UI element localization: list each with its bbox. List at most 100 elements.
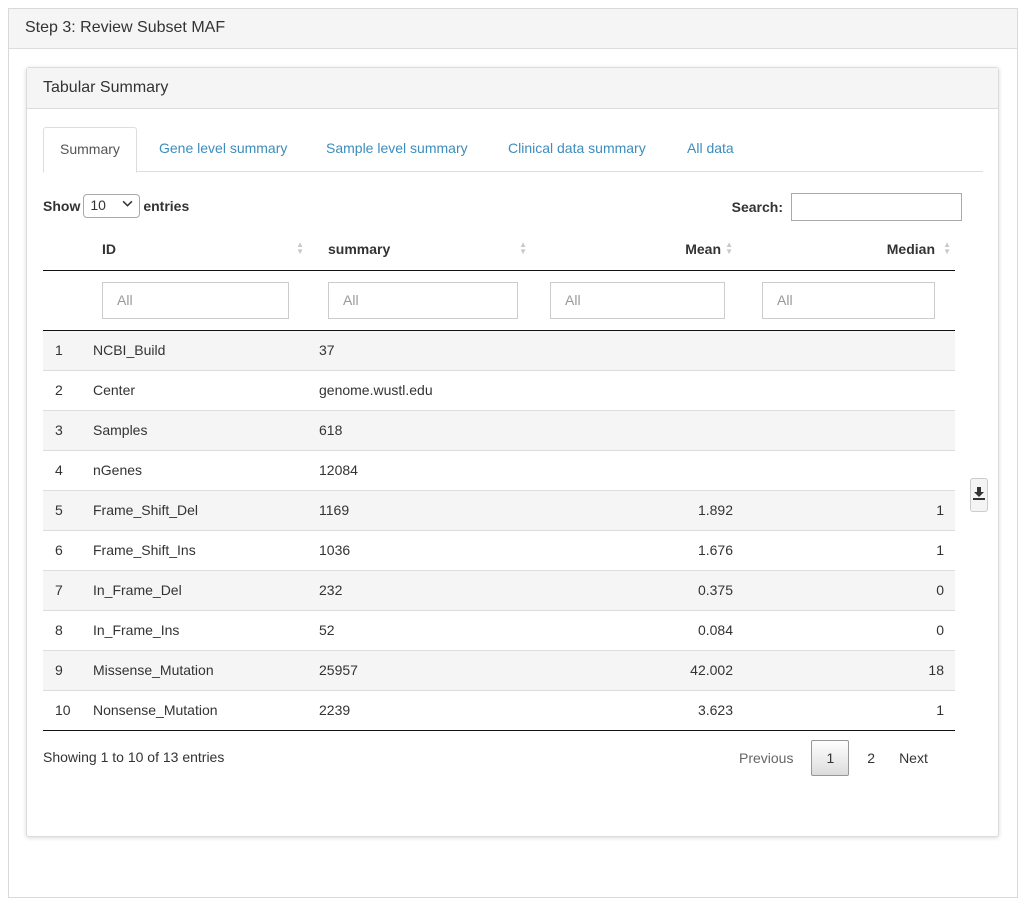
entries-label: entries [143, 198, 190, 214]
previous-button[interactable]: Previous [739, 750, 794, 766]
cell-id: In_Frame_Del [83, 569, 308, 610]
table-row[interactable]: 6 Frame_Shift_Ins 1036 1.676 1 [43, 529, 955, 570]
row-index: 3 [43, 409, 83, 450]
cell-summary: 52 [308, 609, 531, 650]
row-index: 2 [43, 369, 83, 410]
table-row[interactable]: 3 Samples 618 [43, 409, 955, 450]
page-2-button[interactable]: 2 [867, 750, 876, 766]
tab-gene-level-summary[interactable]: Gene level summary [159, 140, 288, 156]
header-index [43, 228, 83, 271]
search-area: Search: [732, 193, 962, 221]
cell-id: Frame_Shift_Del [83, 489, 308, 530]
row-index: 7 [43, 569, 83, 610]
filter-summary-input[interactable]: All [328, 281, 518, 319]
cell-median [743, 369, 955, 410]
summary-table: ID ▲ ▼ summary ▲ ▼ Mean ▲ ▼ Median ▲ ▼ [43, 228, 955, 731]
table-info: Showing 1 to 10 of 13 entries [43, 749, 225, 765]
sort-icon: ▲ ▼ [296, 240, 304, 256]
cell-summary: 232 [308, 569, 531, 610]
cell-summary: 12084 [308, 449, 531, 490]
filter-id-input[interactable]: All [102, 281, 289, 319]
tab-all-data[interactable]: All data [687, 140, 734, 156]
cell-id: Frame_Shift_Ins [83, 529, 308, 570]
cell-median: 0 [743, 609, 955, 650]
row-index: 4 [43, 449, 83, 490]
cell-summary: 618 [308, 409, 531, 450]
tabular-summary-panel: Tabular Summary Summary Gene level summa… [26, 67, 999, 837]
page-1-button[interactable]: 1 [811, 740, 850, 776]
sort-icon: ▲ ▼ [519, 240, 527, 256]
table-row[interactable]: 4 nGenes 12084 [43, 449, 955, 490]
cell-median: 1 [743, 689, 955, 731]
table-row[interactable]: 10 Nonsense_Mutation 2239 3.623 1 [43, 689, 955, 731]
next-button[interactable]: Next [899, 750, 928, 766]
cell-mean: 42.002 [531, 649, 743, 690]
header-median[interactable]: Median ▲ ▼ [743, 228, 955, 271]
table-row[interactable]: 9 Missense_Mutation 25957 42.002 18 [43, 649, 955, 690]
filter-median-input[interactable]: All [762, 281, 935, 319]
cell-median: 18 [743, 649, 955, 690]
sort-icon: ▲ ▼ [725, 240, 733, 256]
cell-mean [531, 409, 743, 450]
entries-select[interactable]: 10 [83, 194, 141, 218]
cell-summary: 25957 [308, 649, 531, 690]
cell-id: nGenes [83, 449, 308, 490]
search-label: Search: [731, 199, 783, 215]
cell-mean: 0.084 [531, 609, 743, 650]
show-label: Show [43, 198, 81, 214]
cell-mean [531, 330, 743, 370]
length-menu: Show 10 entries [43, 194, 189, 218]
cell-median: 0 [743, 569, 955, 610]
table-row[interactable]: 8 In_Frame_Ins 52 0.084 0 [43, 609, 955, 650]
filter-spacer [43, 270, 83, 331]
cell-id: Samples [83, 409, 308, 450]
row-index: 8 [43, 609, 83, 650]
cell-mean: 1.892 [531, 489, 743, 530]
cell-median [743, 449, 955, 490]
cell-id: Missense_Mutation [83, 649, 308, 690]
step-title: Step 3: Review Subset MAF [9, 9, 1017, 49]
cell-median [743, 409, 955, 450]
row-index: 1 [43, 330, 83, 370]
sort-icon: ▲ ▼ [943, 240, 951, 256]
row-index: 6 [43, 529, 83, 570]
row-index: 9 [43, 649, 83, 690]
download-icon [972, 486, 986, 505]
tab-clinical-data-summary[interactable]: Clinical data summary [508, 140, 646, 156]
row-index: 5 [43, 489, 83, 530]
header-summary[interactable]: summary ▲ ▼ [308, 228, 531, 271]
cell-mean [531, 369, 743, 410]
download-button[interactable] [970, 478, 988, 512]
cell-mean: 3.623 [531, 689, 743, 731]
cell-median: 1 [743, 489, 955, 530]
cell-id: Center [83, 369, 308, 410]
header-id[interactable]: ID ▲ ▼ [83, 228, 308, 271]
table-row[interactable]: 5 Frame_Shift_Del 1169 1.892 1 [43, 489, 955, 530]
filter-mean-input[interactable]: All [550, 281, 725, 319]
cell-id: In_Frame_Ins [83, 609, 308, 650]
cell-median [743, 330, 955, 370]
tab-bar: Summary Gene level summary Sample level … [43, 127, 983, 173]
cell-id: Nonsense_Mutation [83, 689, 308, 731]
cell-summary: genome.wustl.edu [308, 369, 531, 410]
panel-title: Tabular Summary [27, 68, 998, 109]
header-mean[interactable]: Mean ▲ ▼ [531, 228, 743, 271]
table-row[interactable]: 7 In_Frame_Del 232 0.375 0 [43, 569, 955, 610]
tab-sample-level-summary[interactable]: Sample level summary [326, 140, 468, 156]
cell-mean: 0.375 [531, 569, 743, 610]
search-input[interactable] [791, 193, 962, 221]
table-row[interactable]: 1 NCBI_Build 37 [43, 330, 955, 370]
cell-summary: 1036 [308, 529, 531, 570]
chevron-down-icon [122, 198, 133, 212]
step-panel: Step 3: Review Subset MAF Tabular Summar… [8, 8, 1018, 898]
cell-median: 1 [743, 529, 955, 570]
cell-summary: 37 [308, 330, 531, 370]
table-row[interactable]: 2 Center genome.wustl.edu [43, 369, 955, 410]
tab-summary[interactable]: Summary [43, 127, 137, 173]
cell-mean [531, 449, 743, 490]
cell-summary: 2239 [308, 689, 531, 731]
pagination: Previous 1 2 Next [727, 739, 940, 777]
cell-mean: 1.676 [531, 529, 743, 570]
entries-select-value: 10 [90, 197, 106, 213]
cell-summary: 1169 [308, 489, 531, 530]
